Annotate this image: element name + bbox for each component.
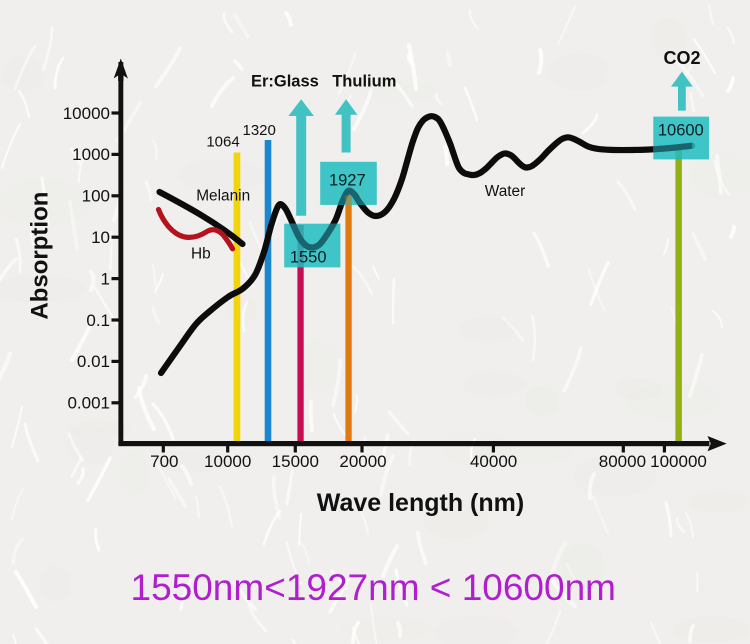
svg-text:1927: 1927: [329, 171, 366, 189]
svg-text:0.001: 0.001: [67, 394, 110, 413]
svg-text:1550nm<1927nm < 10600nm: 1550nm<1927nm < 10600nm: [131, 567, 616, 608]
svg-text:CO2: CO2: [663, 48, 700, 68]
svg-text:Absorption: Absorption: [27, 192, 54, 320]
svg-text:15000: 15000: [272, 452, 319, 471]
svg-text:Thulium: Thulium: [332, 73, 396, 91]
svg-text:10: 10: [91, 228, 110, 247]
svg-text:10000: 10000: [63, 104, 110, 123]
svg-text:700: 700: [150, 452, 178, 471]
svg-text:Wave length (nm): Wave length (nm): [317, 489, 524, 517]
svg-text:Hb: Hb: [191, 245, 211, 262]
svg-text:0.1: 0.1: [86, 311, 110, 330]
svg-text:Water: Water: [485, 183, 525, 200]
svg-text:10600: 10600: [658, 121, 704, 139]
svg-text:1064: 1064: [206, 133, 239, 150]
svg-text:100000: 100000: [650, 452, 707, 471]
svg-text:1: 1: [101, 269, 110, 288]
svg-text:1320: 1320: [243, 122, 276, 139]
svg-text:1550: 1550: [290, 249, 327, 267]
svg-text:Melanin: Melanin: [196, 187, 250, 204]
svg-text:Er:Glass: Er:Glass: [251, 73, 319, 91]
svg-text:40000: 40000: [470, 452, 517, 471]
svg-text:10000: 10000: [204, 452, 251, 471]
svg-text:100: 100: [82, 187, 110, 206]
svg-text:0.01: 0.01: [77, 352, 110, 371]
svg-text:80000: 80000: [599, 452, 646, 471]
svg-text:20000: 20000: [339, 452, 386, 471]
svg-text:1000: 1000: [72, 145, 110, 164]
